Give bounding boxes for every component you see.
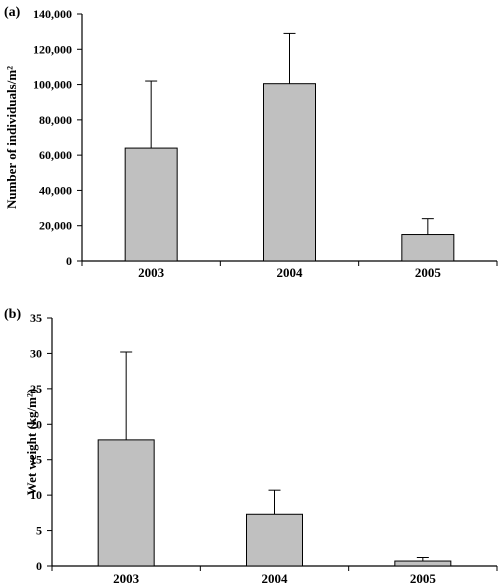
chart-0-bar-2004 xyxy=(263,83,316,262)
chart-1-y-tick-label: 30 xyxy=(30,346,42,360)
chart-1-y-axis-label: Wet weight (kg/m²) xyxy=(24,389,39,495)
chart-1-y-tick-label: 0 xyxy=(36,559,42,573)
chart-0-y-tick-label: 80,000 xyxy=(39,113,72,127)
chart-0-x-tick-label: 2003 xyxy=(138,265,165,280)
chart-0-y-tick-label: 0 xyxy=(66,254,72,268)
chart-1-x-tick-label: 2003 xyxy=(113,571,140,586)
chart-0-x-tick-label: 2004 xyxy=(277,265,304,280)
chart-1-x-tick-label: 2004 xyxy=(262,571,289,586)
chart-0-y-tick-label: 100,000 xyxy=(33,78,72,92)
chart-1-y-tick-label: 35 xyxy=(30,311,42,325)
chart-0-panel-label: (a) xyxy=(4,5,21,20)
chart-0-y-tick-label: 40,000 xyxy=(39,183,72,197)
chart-1-y-tick-label: 15 xyxy=(30,453,42,467)
chart-0-bar-2005 xyxy=(401,234,455,262)
chart-1-bar-2003 xyxy=(97,439,155,567)
chart-0-y-tick-label: 120,000 xyxy=(33,42,72,56)
chart-0-x-tick-label: 2005 xyxy=(415,265,442,280)
chart-0-y-tick-label: 140,000 xyxy=(33,7,72,21)
chart-0-bar-2003 xyxy=(124,147,178,262)
chart-1-bar-2004 xyxy=(246,513,303,567)
chart-0-y-tick-label: 20,000 xyxy=(39,219,72,233)
chart-0-y-tick-label: 60,000 xyxy=(39,148,72,162)
chart-1-y-tick-label: 25 xyxy=(30,382,42,396)
chart-1-y-tick-label: 10 xyxy=(30,488,42,502)
chart-1-y-tick-label: 5 xyxy=(36,524,42,538)
chart-1-bar-2005 xyxy=(394,560,452,567)
chart-0-y-axis-label: Number of individuals/m² xyxy=(4,66,19,209)
chart-1-panel-label: (b) xyxy=(4,307,21,322)
chart-1-x-tick-label: 2005 xyxy=(410,571,437,586)
chart-1-y-tick-label: 20 xyxy=(30,417,42,431)
